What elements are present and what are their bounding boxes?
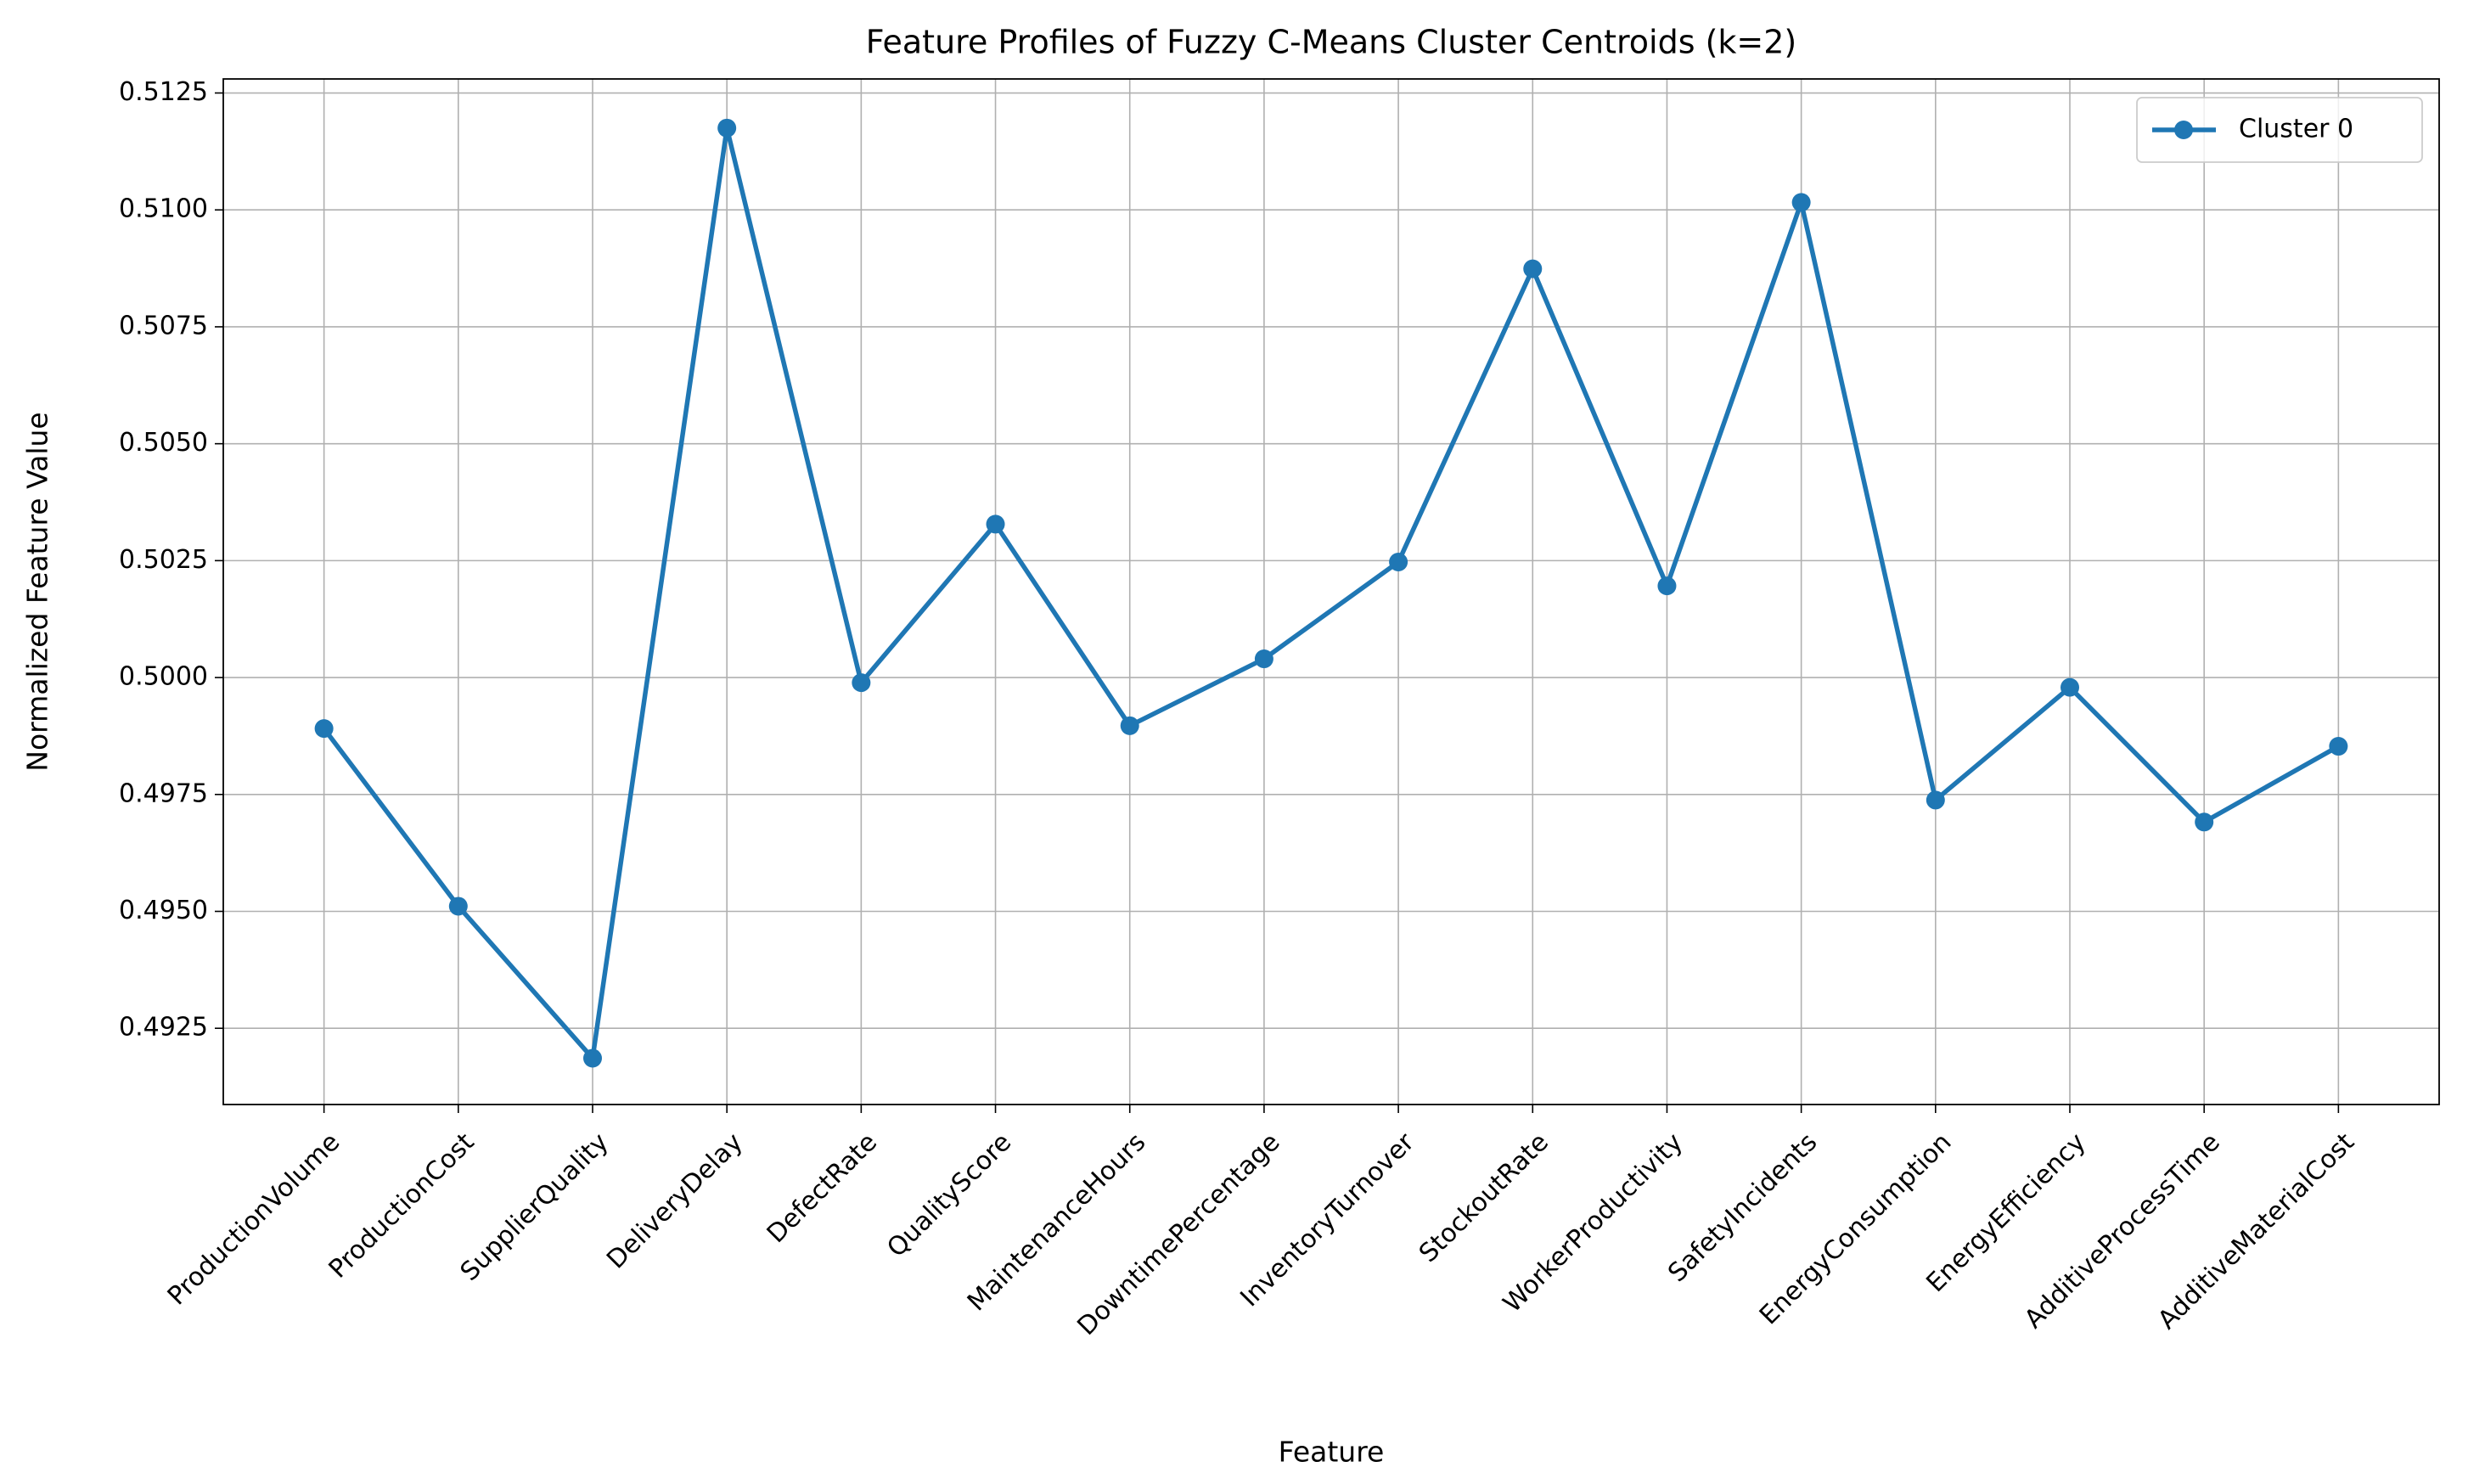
plot-frame (222, 78, 2440, 1105)
marker (1120, 716, 1139, 735)
legend-box (2136, 97, 2423, 163)
marker (448, 897, 468, 916)
marker (717, 118, 737, 138)
y-tick-label: 0.4925 (119, 1013, 208, 1043)
marker (852, 673, 871, 693)
series-line (322, 126, 2340, 1061)
marker (1254, 649, 1273, 669)
y-tick-label: 0.5100 (119, 194, 208, 224)
marker (1523, 259, 1543, 278)
marker (2061, 677, 2079, 697)
x-axis-label: Feature (1279, 1436, 1385, 1469)
y-tick-label: 0.5000 (119, 662, 208, 692)
legend-marker (2174, 121, 2193, 139)
marker (314, 719, 334, 739)
y-tick-label: 0.4975 (119, 779, 208, 808)
y-tick-label: 0.5075 (119, 311, 208, 340)
legend-label: Cluster 0 (2239, 115, 2353, 144)
marker (2329, 737, 2348, 756)
marker (1791, 193, 1811, 212)
y-axis-label: Normalized Feature Value (21, 412, 54, 771)
marker (583, 1048, 602, 1068)
marker (1657, 576, 1677, 596)
y-tick-label: 0.5025 (119, 545, 208, 575)
y-tick-label: 0.5050 (119, 428, 208, 458)
marker (986, 514, 1005, 534)
marker (1389, 553, 1408, 572)
marker (1926, 790, 1945, 810)
y-tick-label: 0.5125 (119, 77, 208, 107)
y-tick-label: 0.4950 (119, 896, 208, 925)
marker (2195, 812, 2214, 832)
chart-title: Feature Profiles of Fuzzy C-Means Cluste… (866, 24, 1797, 61)
